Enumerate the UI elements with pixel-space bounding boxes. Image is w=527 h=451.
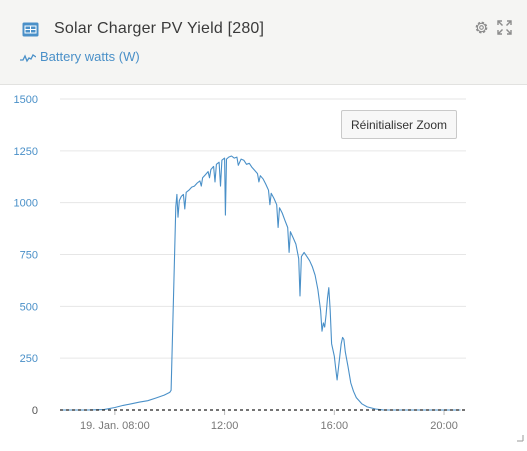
solar-charger-icon bbox=[22, 22, 39, 37]
x-tick-label: 19. Jan. 08:00 bbox=[80, 420, 150, 432]
y-tick-label: 500 bbox=[20, 301, 38, 313]
line-series-icon bbox=[20, 54, 36, 63]
x-tick-label: 20:00 bbox=[430, 420, 458, 432]
y-tick-label: 1250 bbox=[14, 146, 38, 158]
reset-zoom-button[interactable]: Réinitialiser Zoom bbox=[341, 110, 457, 139]
widget-header: Solar Charger PV Yield [280] Battery wat… bbox=[0, 0, 527, 85]
battery-watts-chart[interactable]: 0 250 500 750 1000 1250 1500 19. Jan. 08:00 12:0… bbox=[0, 85, 527, 446]
resize-handle-icon[interactable] bbox=[516, 434, 524, 442]
series-line-battery-watts bbox=[60, 155, 461, 411]
y-tick-label: 0 bbox=[32, 405, 38, 417]
chart-area[interactable]: 0 250 500 750 1000 1250 1500 19. Jan. 08:00 12:0… bbox=[0, 85, 527, 446]
y-tick-label: 1000 bbox=[14, 198, 38, 210]
legend-label: Battery watts (W) bbox=[40, 49, 140, 64]
x-tick-label: 12:00 bbox=[211, 420, 239, 432]
gear-icon[interactable] bbox=[473, 19, 490, 36]
y-tick-label: 1500 bbox=[14, 94, 38, 106]
x-tick-label: 16:00 bbox=[321, 420, 349, 432]
y-tick-label: 750 bbox=[20, 250, 38, 262]
y-tick-label: 250 bbox=[20, 353, 38, 365]
expand-icon[interactable] bbox=[496, 19, 513, 36]
widget-title: Solar Charger PV Yield [280] bbox=[54, 20, 265, 37]
